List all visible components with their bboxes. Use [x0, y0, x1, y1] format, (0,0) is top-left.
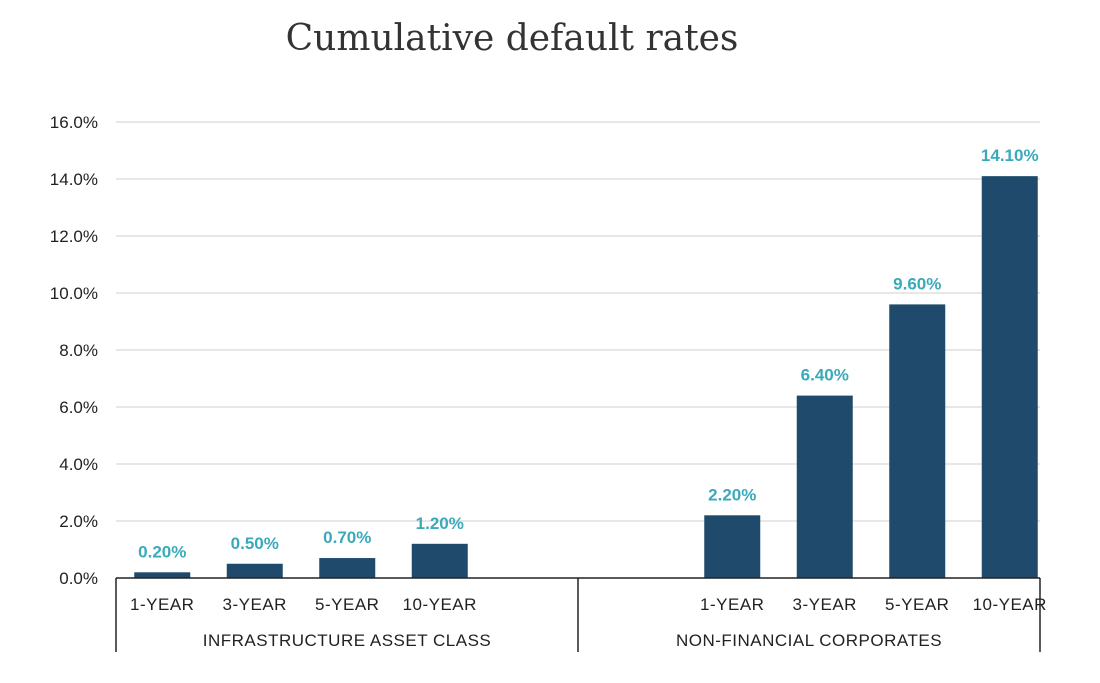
bar [134, 572, 191, 578]
y-tick-label: 12.0% [50, 227, 98, 246]
data-label: 1.20% [416, 514, 464, 533]
chart-title: Cumulative default rates [285, 18, 739, 59]
x-tick-label: 3-YEAR [223, 595, 287, 614]
bars [134, 176, 1038, 578]
bar [981, 176, 1038, 578]
bar [226, 563, 283, 578]
x-tick-label: 1-YEAR [700, 595, 764, 614]
data-labels: 0.20% 0.50% 0.70% 1.20% 2.20% 6.40% 9.60% 14.10… [138, 146, 1038, 561]
data-label: 0.20% [138, 542, 186, 561]
x-tick-label: 10-YEAR [403, 595, 477, 614]
x-tick-label: 1-YEAR [130, 595, 194, 614]
bar [319, 558, 376, 578]
y-tick-label: 6.0% [59, 398, 98, 417]
data-label: 0.70% [323, 528, 371, 547]
y-tick-label: 10.0% [50, 284, 98, 303]
y-tick-label: 14.0% [50, 170, 98, 189]
data-label: 0.50% [231, 534, 279, 553]
x-tick-label: 10-YEAR [973, 595, 1047, 614]
x-tick-label: 5-YEAR [885, 595, 949, 614]
data-label: 14.10% [981, 146, 1039, 165]
gridlines [116, 121, 1040, 522]
data-label: 2.20% [708, 485, 756, 504]
bar [796, 395, 853, 578]
x-axis: 1-YEAR 3-YEAR 5-YEAR 10-YEAR INFRASTRUCTURE … [115, 577, 1047, 652]
y-tick-label: 2.0% [59, 512, 98, 531]
bar [411, 543, 468, 578]
y-tick-label: 4.0% [59, 455, 98, 474]
data-label: 9.60% [893, 274, 941, 293]
bar [889, 304, 946, 578]
y-tick-label: 16.0% [50, 113, 98, 132]
bar [704, 515, 761, 578]
x-tick-label: 5-YEAR [315, 595, 379, 614]
group-label: INFRASTRUCTURE ASSET CLASS [203, 631, 492, 650]
y-tick-label: 0.0% [59, 569, 98, 588]
data-label: 6.40% [801, 366, 849, 385]
y-tick-label: 8.0% [59, 341, 98, 360]
y-axis-ticks: 0.0% 2.0% 4.0% 6.0% 8.0% 10.0% 12.0% 14.0% 16.0% [50, 113, 98, 588]
x-tick-label: 3-YEAR [793, 595, 857, 614]
group-label: NON-FINANCIAL CORPORATES [676, 631, 942, 650]
